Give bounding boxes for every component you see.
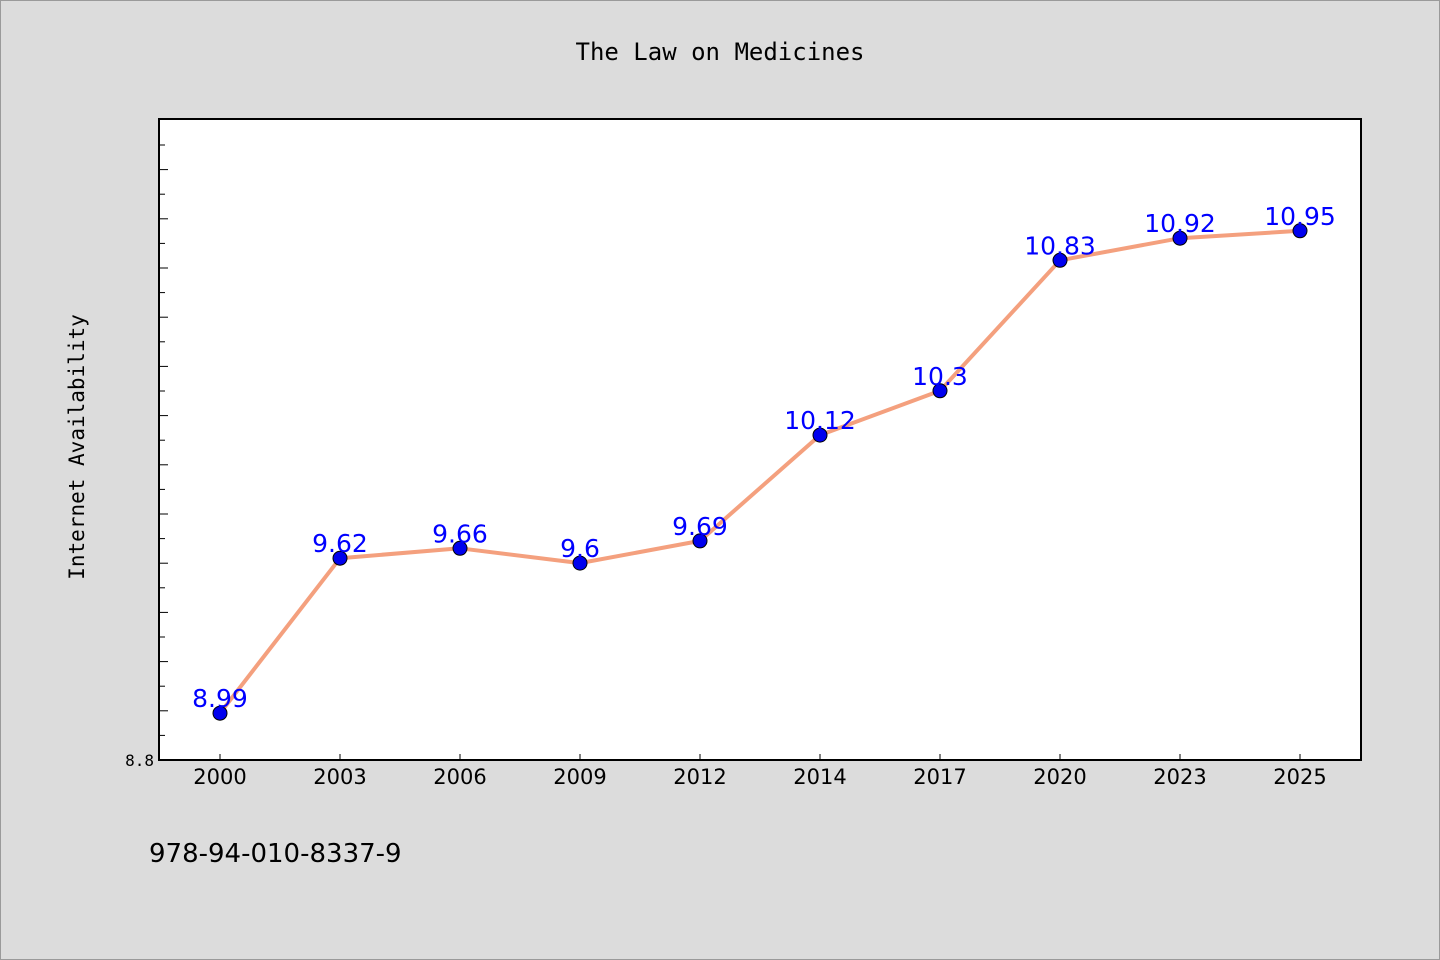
data-label: 10.83 — [1024, 231, 1096, 260]
data-point — [932, 383, 948, 399]
chart-title: The Law on Medicines — [576, 38, 865, 66]
x-tick-label: 2012 — [673, 765, 726, 789]
x-tick-label: 2014 — [793, 765, 846, 789]
data-point — [452, 540, 468, 556]
data-label: 10.3 — [912, 362, 968, 391]
x-axis-ticks: 2000 2003 2006 2009 2012 2014 2017 2020 2023 2025 — [193, 754, 1327, 789]
data-point — [1052, 252, 1068, 268]
x-tick-label: 2023 — [1153, 765, 1206, 789]
data-labels: 8.99 9.62 9.66 9.6 9.69 10.12 10.3 10.83 10.92 10… — [192, 202, 1336, 713]
x-tick-label: 2009 — [553, 765, 606, 789]
x-tick-label: 2025 — [1273, 765, 1326, 789]
y-axis-ticks: 8.8 — [125, 144, 168, 770]
x-tick-label: 2000 — [193, 765, 246, 789]
series-line — [218, 228, 1302, 716]
data-label: 9.62 — [312, 529, 368, 558]
data-point — [1292, 223, 1308, 239]
data-label: 10.92 — [1144, 209, 1216, 238]
data-label: 9.69 — [672, 512, 728, 541]
data-point — [332, 550, 348, 566]
data-label: 10.12 — [784, 406, 856, 435]
y-tick-label: 8.8 — [125, 751, 154, 770]
x-tick-label: 2006 — [433, 765, 486, 789]
data-point — [1172, 230, 1188, 246]
x-tick-label: 2017 — [913, 765, 966, 789]
isbn-text: 978-94-010-8337-9 — [149, 839, 402, 869]
data-point — [692, 533, 708, 549]
data-label: 9.66 — [432, 519, 488, 548]
data-label: 9.6 — [560, 534, 600, 563]
data-point — [572, 555, 588, 571]
data-label: 10.95 — [1264, 202, 1336, 231]
x-tick-label: 2003 — [313, 765, 366, 789]
data-point — [812, 427, 828, 443]
series-layer — [212, 223, 1308, 721]
y-axis-label: Internet Availability — [65, 314, 89, 580]
data-point — [212, 705, 228, 721]
data-label: 8.99 — [192, 684, 248, 713]
plot-area — [158, 118, 1362, 761]
x-tick-label: 2020 — [1033, 765, 1086, 789]
